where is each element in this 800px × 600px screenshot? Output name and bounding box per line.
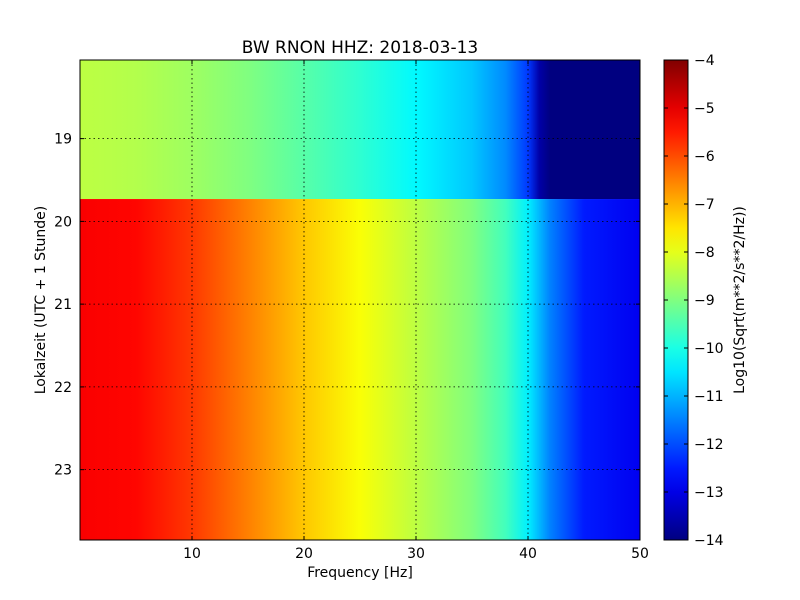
colorbar-tick-label: −9 (694, 293, 715, 309)
colorbar-axis: −4 −5 −6 −7 −8 −9 −10 −11 −12 −13 −14 (664, 53, 724, 549)
y-tick-label: 20 (54, 214, 72, 230)
y-tick-label: 19 (54, 132, 72, 148)
x-tick-label: 40 (519, 546, 537, 562)
y-tick-label: 22 (54, 380, 72, 396)
x-tick-label: 30 (407, 546, 425, 562)
x-tick-label: 50 (631, 546, 649, 562)
colorbar-tick-label: −5 (694, 101, 715, 117)
heatmap-segment (80, 60, 640, 200)
colorbar-tick-label: −13 (694, 485, 724, 501)
colorbar-tick-label: −12 (694, 437, 724, 453)
colorbar-tick-label: −8 (694, 245, 715, 261)
colorbar-tick-label: −6 (694, 149, 715, 165)
y-tick-label: 21 (54, 297, 72, 313)
y-axis: 19 20 21 22 23 (54, 132, 640, 479)
y-axis-label: Lokalzeit (UTC + 1 Stunde) (33, 206, 49, 395)
x-tick-label: 10 (183, 546, 201, 562)
x-tick-label: 20 (295, 546, 313, 562)
y-tick-label: 23 (54, 463, 72, 479)
heatmap-segment (80, 199, 640, 540)
heatmap-area (80, 60, 640, 540)
colorbar-tick-label: −7 (694, 197, 715, 213)
x-axis-label: Frequency [Hz] (307, 565, 413, 581)
colorbar-tick-label: −11 (694, 389, 724, 405)
plot-frame (79, 59, 641, 541)
grid-lines (80, 60, 640, 540)
x-axis: 10 20 30 40 50 (183, 60, 649, 562)
colorbar-tick-label: −14 (694, 533, 724, 549)
chart-title: BW RNON HHZ: 2018-03-13 (242, 38, 478, 58)
colorbar-label: Log10(Sqrt(m**2/s**2/Hz)) (732, 206, 748, 394)
colorbar-tick-label: −10 (694, 341, 724, 357)
colorbar-tick-label: −4 (694, 53, 715, 69)
